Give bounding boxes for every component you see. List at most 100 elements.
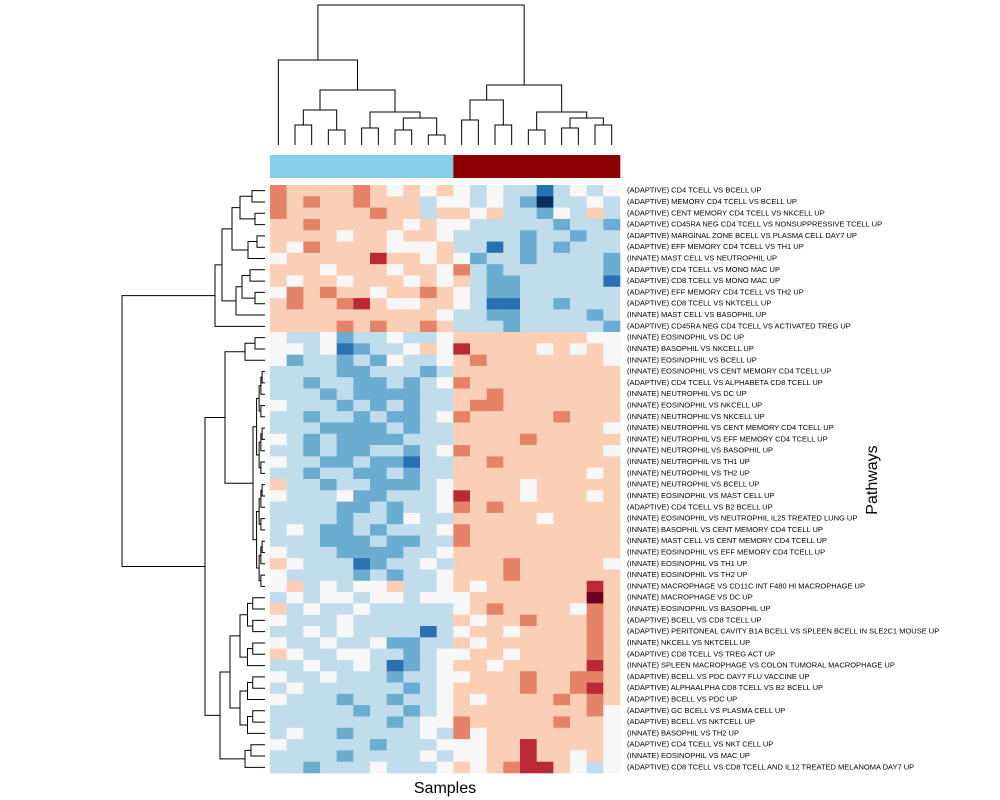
row-label: (INNATE) EOSINOPHIL VS TH1 UP xyxy=(627,559,747,568)
heatmap-cell xyxy=(436,422,454,435)
heatmap-cell xyxy=(553,739,571,751)
heatmap-cell xyxy=(320,286,337,299)
heatmap-cell xyxy=(536,524,554,536)
heatmap-cell xyxy=(420,433,437,446)
heatmap-cell xyxy=(536,750,554,762)
heatmap-cell xyxy=(420,546,437,559)
heatmap-cell xyxy=(586,298,604,310)
heatmap-cell xyxy=(520,467,537,480)
heatmap-cell xyxy=(453,479,471,491)
heatmap-cell xyxy=(536,614,554,627)
heatmap-cell xyxy=(420,580,437,593)
heatmap-cell xyxy=(453,275,471,288)
heatmap-cell xyxy=(586,569,604,582)
heatmap-cell xyxy=(453,241,471,254)
heatmap-cell xyxy=(386,693,404,706)
heatmap-cell xyxy=(470,309,487,321)
heatmap-cell xyxy=(270,309,287,321)
heatmap-cell xyxy=(453,264,471,276)
heatmap-cell xyxy=(420,512,437,525)
heatmap-cell xyxy=(286,399,304,412)
heatmap-cell xyxy=(353,218,371,231)
heatmap-cell xyxy=(320,727,337,740)
column-annotation xyxy=(303,155,321,178)
row-dendrogram xyxy=(121,190,265,768)
heatmap-cell xyxy=(453,422,471,435)
heatmap-cell xyxy=(320,332,337,344)
heatmap-cell xyxy=(536,693,554,706)
heatmap-cell xyxy=(520,377,537,389)
heatmap-cell xyxy=(386,332,404,344)
heatmap-cell xyxy=(570,750,587,762)
row-label: (ADAPTIVE) EFF MEMORY CD4 TCELL VS TH1 U… xyxy=(627,242,804,251)
heatmap-cell xyxy=(320,411,337,423)
heatmap-cell xyxy=(470,501,487,514)
heatmap-cell xyxy=(520,309,537,321)
heatmap-cell xyxy=(520,320,537,333)
heatmap-cell xyxy=(370,761,387,774)
heatmap-cell xyxy=(536,411,554,423)
heatmap-cell xyxy=(386,445,404,457)
row-label: (ADAPTIVE) CD4 TCELL VS MONO MAC UP xyxy=(627,265,780,274)
heatmap-cell xyxy=(420,230,437,242)
heatmap-cell xyxy=(453,252,471,265)
heatmap-cell xyxy=(303,569,321,582)
heatmap-cell xyxy=(536,467,554,480)
heatmap-cell xyxy=(453,207,471,220)
heatmap-cell xyxy=(470,659,487,672)
heatmap-cell xyxy=(486,298,504,310)
heatmap-cell xyxy=(520,388,537,401)
heatmap-cell xyxy=(603,705,621,717)
heatmap-cell xyxy=(436,592,454,604)
heatmap-cell xyxy=(486,343,504,355)
heatmap-cell xyxy=(420,445,437,457)
heatmap-cell xyxy=(436,467,454,480)
heatmap-cell xyxy=(420,626,437,638)
heatmap-cell xyxy=(470,693,487,706)
heatmap-cell xyxy=(470,185,487,197)
heatmap-cell xyxy=(570,456,587,468)
heatmap-cell xyxy=(336,445,354,457)
row-label: (INNATE) EOSINOPHIL VS CENT MEMORY CD4 T… xyxy=(627,367,831,376)
heatmap-cell xyxy=(470,365,487,378)
heatmap-cell xyxy=(320,343,337,355)
heatmap-cell xyxy=(453,761,471,774)
heatmap-cell xyxy=(520,512,537,525)
heatmap-cell xyxy=(420,411,437,423)
heatmap-cell xyxy=(270,479,287,491)
heatmap-cell xyxy=(553,490,571,502)
heatmap-cell xyxy=(520,445,537,457)
heatmap-cell xyxy=(486,365,504,378)
heatmap-cell xyxy=(353,388,371,401)
heatmap-cell xyxy=(370,479,387,491)
heatmap-cell xyxy=(486,626,504,638)
row-label: (ADAPTIVE) MARGINAL ZONE BCELL VS PLASMA… xyxy=(627,231,857,240)
heatmap-cell xyxy=(303,761,321,774)
heatmap-cell xyxy=(586,603,604,615)
heatmap-cell xyxy=(370,218,387,231)
heatmap-cell xyxy=(603,603,621,615)
heatmap-cell xyxy=(370,332,387,344)
heatmap-cell xyxy=(403,196,421,208)
heatmap-cell xyxy=(503,196,521,208)
heatmap-cell xyxy=(453,467,471,480)
heatmap-cell xyxy=(286,207,304,220)
heatmap-cell xyxy=(303,343,321,355)
heatmap-cell xyxy=(486,275,504,288)
heatmap-cell xyxy=(336,411,354,423)
heatmap-cell xyxy=(486,309,504,321)
heatmap-cell xyxy=(270,682,287,695)
heatmap-cell xyxy=(370,592,387,604)
heatmap-cell xyxy=(303,682,321,695)
heatmap-cell xyxy=(336,241,354,254)
heatmap-cell xyxy=(570,524,587,536)
heatmap-cell xyxy=(386,354,404,367)
heatmap-cell xyxy=(270,320,287,333)
heatmap-cell xyxy=(420,693,437,706)
heatmap-cell xyxy=(603,252,621,265)
heatmap-cell xyxy=(353,320,371,333)
heatmap-cell xyxy=(586,467,604,480)
column-annotation xyxy=(270,155,287,178)
heatmap-cell xyxy=(353,603,371,615)
heatmap-cell xyxy=(420,490,437,502)
